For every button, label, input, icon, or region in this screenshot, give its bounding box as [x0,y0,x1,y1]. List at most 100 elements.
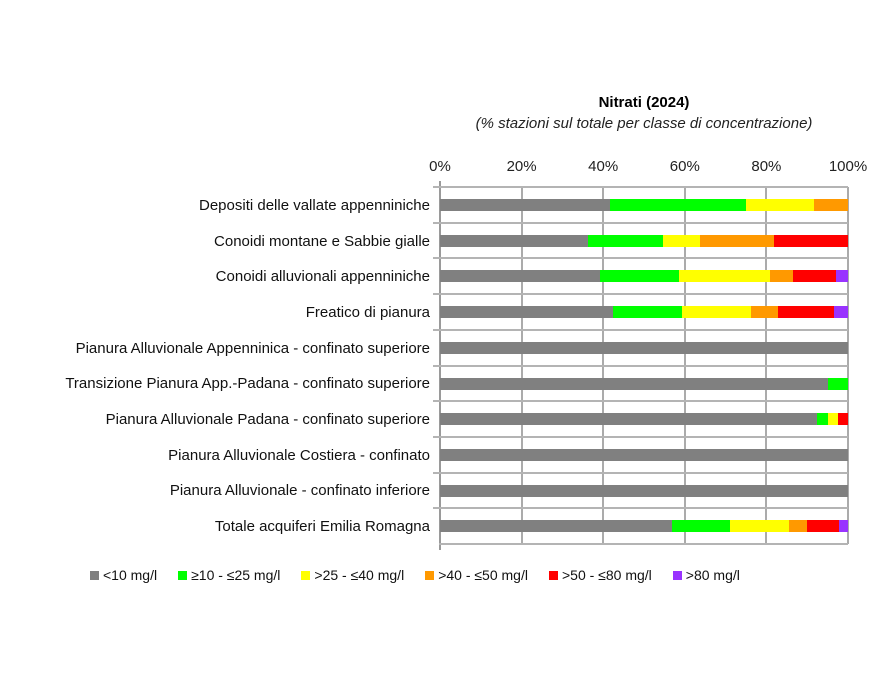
bar-segment [440,341,848,354]
bar-segment [835,270,848,283]
bar-segment [440,234,589,247]
legend-item: >50 - ≤80 mg/l [548,567,652,583]
bar-segment [440,199,611,211]
bar-segment [788,520,808,533]
legend-item: <10 mg/l [90,567,157,583]
stacked-bar [440,234,849,247]
bar-segment [440,520,673,533]
horizontal-gridline [433,364,848,367]
bar-segment [827,413,838,426]
horizontal-gridline [433,328,848,331]
x-tick-label: 0% [429,158,451,175]
bar-segment [440,413,818,426]
stacked-bar [440,306,848,319]
bar-segment [745,199,815,211]
chart-title: Nitrati (2024) [598,94,690,111]
horizontal-gridline [433,400,848,403]
bar-row [440,508,848,544]
horizontal-gridline [433,293,848,296]
bar-segment [699,234,774,247]
bar-segment [440,484,848,497]
bar-segment [440,306,613,319]
bar-segment [612,306,682,319]
category-label: Depositi delle vallate appenniniche [199,196,430,214]
x-tick-label: 20% [506,158,537,175]
x-tick-label: 80% [751,158,782,175]
x-tick-label: 60% [669,158,700,175]
bar-segment [751,306,778,319]
stacked-bar [440,520,848,533]
legend: <10 mg/l ≥10 - ≤25 mg/l >25 - ≤40 mg/l >40 … [90,567,761,583]
bar-row [440,294,848,330]
bar-segment [730,520,789,533]
category-label: Totale acquiferi Emilia Romagna [214,518,430,536]
x-tick-label: 40% [588,158,619,175]
category-label: Pianura Alluvionale - confinato inferior… [169,482,430,500]
stacked-bar [440,448,848,461]
horizontal-gridline [433,186,848,188]
stacked-bar [440,377,848,390]
legend-label: ≥10 - ≤25 mg/l [191,567,281,583]
horizontal-gridline [439,543,848,545]
legend-swatch-icon [90,570,99,580]
bar-segment [777,306,835,319]
horizontal-gridline [433,471,848,474]
category-label: Transizione Pianura App.-Padana - confin… [65,375,430,393]
bar-segment [769,270,793,283]
bar-row [440,258,848,294]
category-label: Pianura Alluvionale Costiera - confinato [168,446,430,464]
legend-swatch-icon [178,570,188,580]
stacked-bar [440,341,848,354]
x-tick-label: 100% [828,158,868,175]
bar-segment [440,270,601,283]
bar-segment [440,377,829,390]
chart-subtitle: (% stazioni sul totale per classe di con… [475,115,813,132]
category-label: Conoidi alluvionali appenniniche [215,268,430,286]
bar-segment [807,520,840,533]
horizontal-gridline [433,507,848,510]
legend-item: >25 - ≤40 mg/l [301,567,404,583]
legend-swatch-icon [672,570,682,580]
plot-area [433,181,849,550]
category-label: Pianura Alluvionale Padana - confinato s… [105,411,430,429]
stacked-bar [440,413,848,426]
bar-segment [839,520,848,533]
bar-row [440,223,849,259]
category-label: Freatico di pianura [305,303,430,321]
stacked-bar [440,270,848,283]
bar-segment [792,270,836,283]
bar-segment [610,199,746,211]
legend-swatch-icon [548,570,558,580]
bar-segment [828,377,848,390]
legend-item: >40 - ≤50 mg/l [425,567,528,583]
bar-segment [817,413,828,426]
bar-row [440,401,848,437]
horizontal-gridline [433,435,848,438]
bar-segment [600,270,680,283]
bar-segment [834,306,848,319]
stacked-bar [440,199,848,211]
category-label: Pianura Alluvionale Appenninica - confin… [75,339,430,357]
bar-segment [773,234,849,247]
legend-label: >50 - ≤80 mg/l [561,567,652,583]
bar-segment [440,448,848,461]
legend-item: >80 mg/l [672,567,740,583]
bar-segment [672,520,731,533]
horizontal-gridline [433,257,848,260]
category-label: Conoidi montane e Sabbie gialle [214,232,430,250]
legend-label: <10 mg/l [103,567,158,583]
stacked-bar [440,484,848,497]
bar-segment [679,270,770,283]
bar-segment [814,199,848,211]
vertical-gridline [847,187,849,544]
bar-row [440,366,848,402]
legend-swatch-icon [301,570,311,580]
bar-segment [681,306,752,319]
bar-segment [588,234,663,247]
legend-label: >80 mg/l [685,567,740,583]
horizontal-gridline [433,221,848,224]
legend-item: ≥10 - ≤25 mg/l [178,567,280,583]
legend-label: >40 - ≤50 mg/l [438,567,528,583]
legend-swatch-icon [425,570,435,580]
bar-row [440,330,848,366]
